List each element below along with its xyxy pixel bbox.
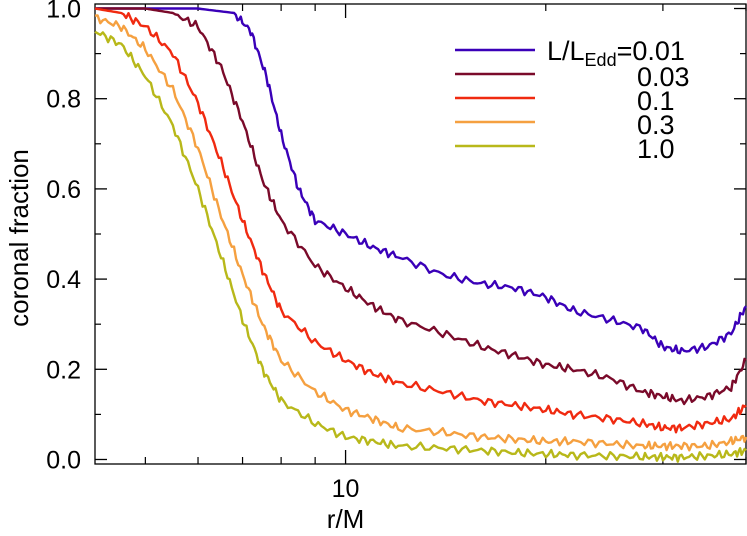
legend-label-1: 0.03 [637,62,690,92]
legend-title: L/LEdd=0.01 [547,36,685,70]
series-line-4 [94,30,747,463]
x-tick-label: 10 [332,475,360,503]
series-line-2 [94,7,747,434]
series-lines [94,7,747,463]
axes: 0.0 0.2 0.4 0.6 0.8 1.0 10r/M coronal fraction [4,0,747,534]
legend-label-4: 1.0 [637,134,675,164]
y-tick-label: 0.0 [46,446,81,474]
series-line-0 [95,7,747,355]
legend-title-subscript: Edd [585,50,617,70]
x-axis-title: r/M [327,504,365,534]
y-axis-title: coronal fraction [4,149,34,327]
y-tick-label: 0.6 [46,176,81,204]
series-line-3 [94,14,747,452]
y-tick-label: 0.2 [46,356,81,384]
legend-title-main: L/L [547,36,585,66]
y-tick-label: 1.0 [46,0,81,24]
y-tick-label: 0.4 [46,266,81,294]
y-tick-label: 0.8 [46,86,81,114]
legend-label-3: 0.3 [637,110,675,140]
legend-label-2: 0.1 [637,86,675,116]
series-line-1 [95,7,747,406]
legend: L/LEdd=0.010.030.10.31.0 [455,36,690,164]
legend-label-0: =0.01 [617,36,685,66]
